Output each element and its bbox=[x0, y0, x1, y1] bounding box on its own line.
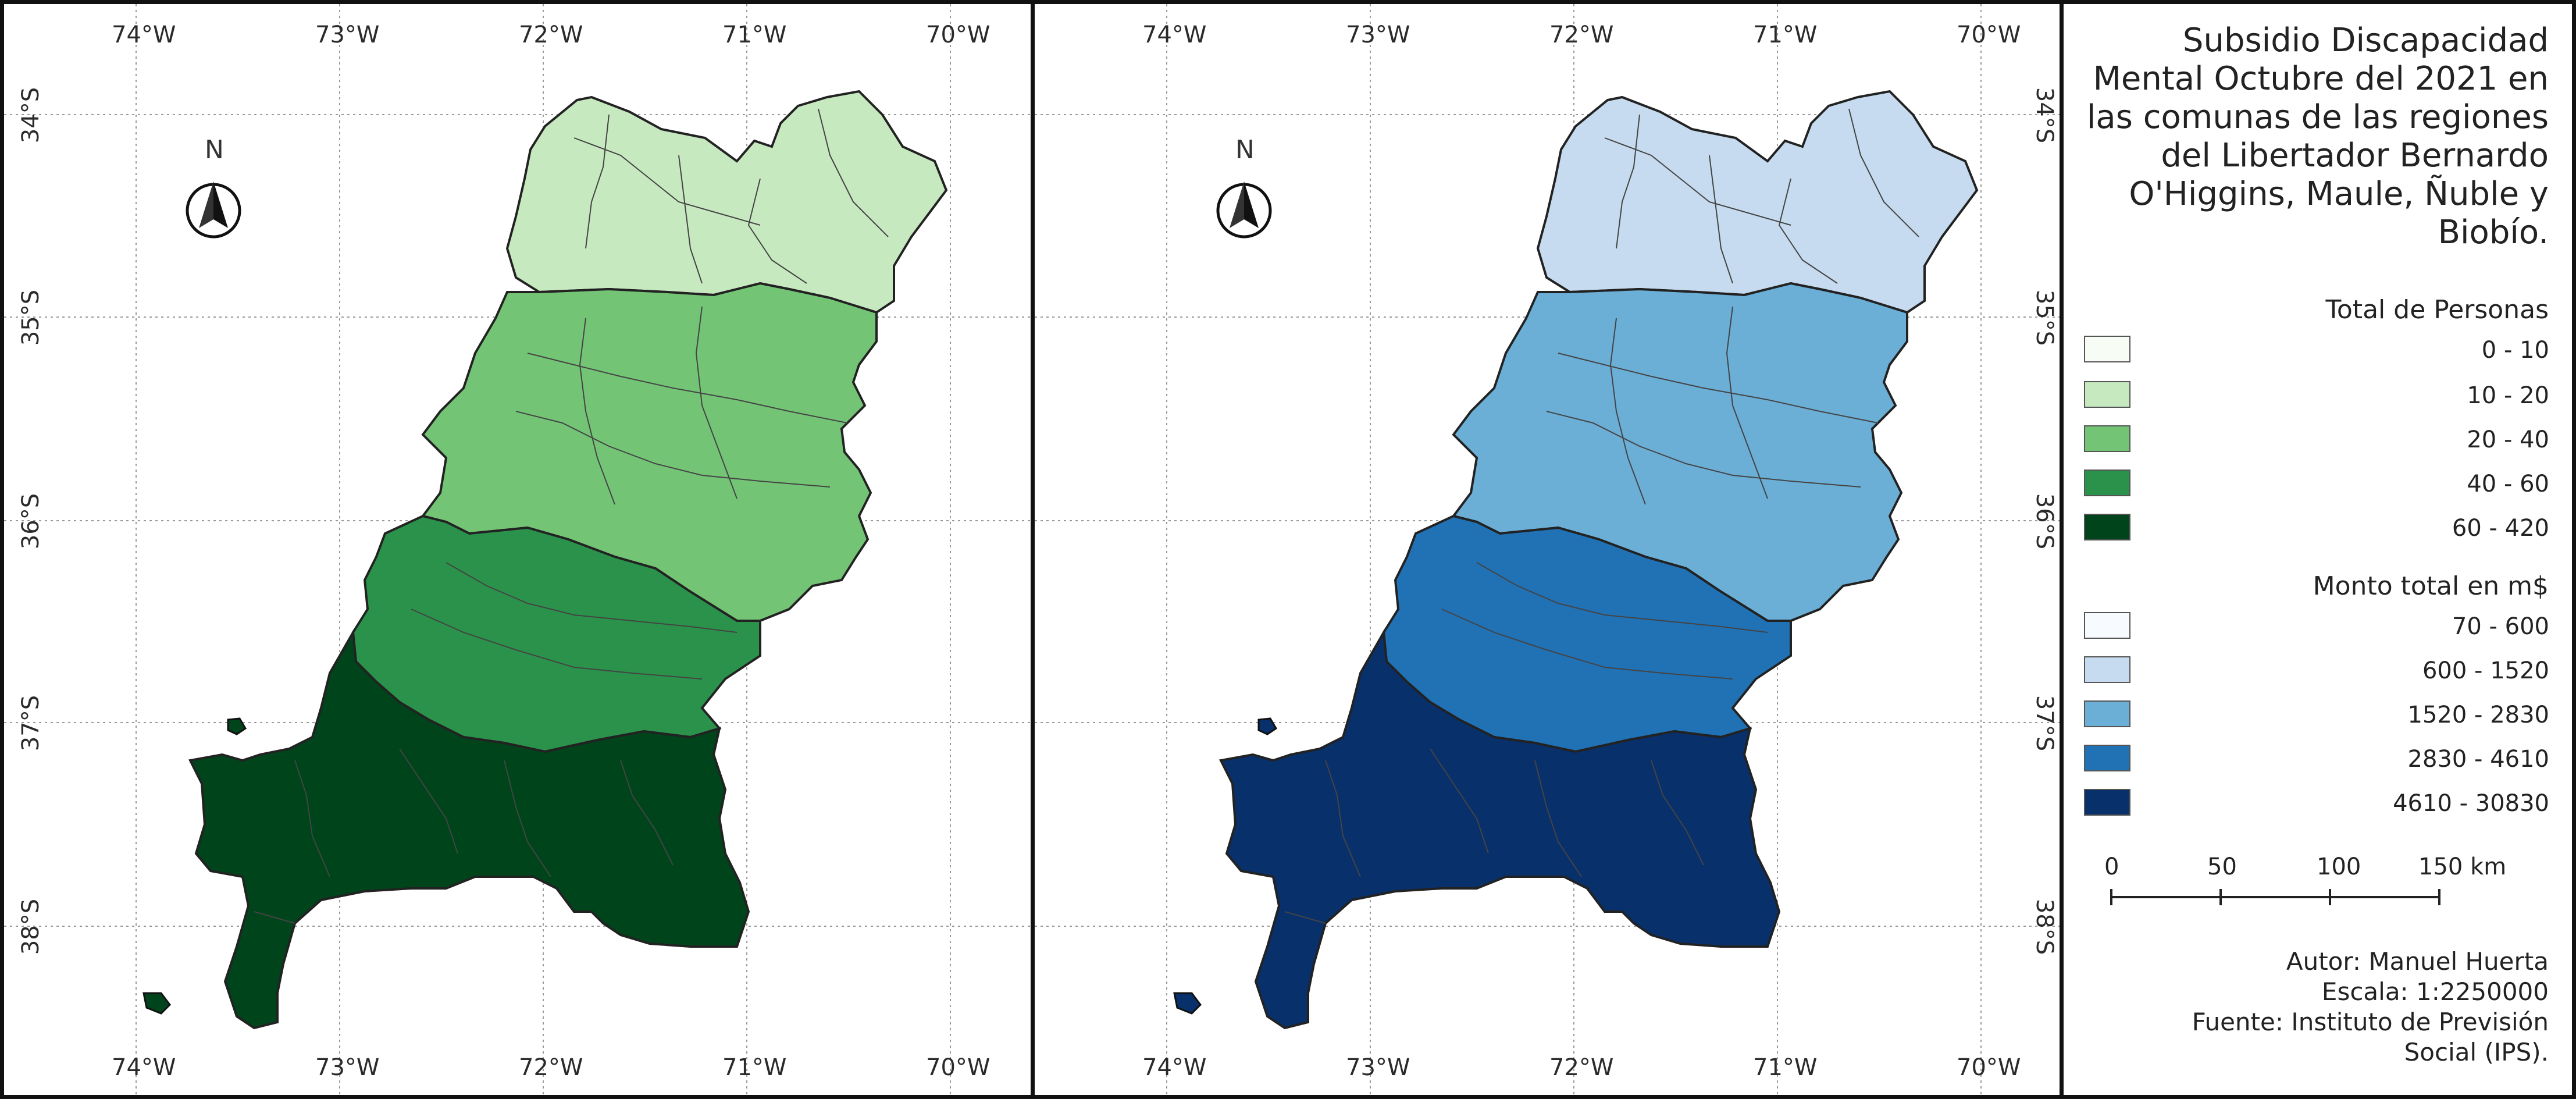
legend-item: 2830 - 4610 bbox=[2084, 745, 2549, 774]
legend-value: 2830 - 4610 bbox=[2407, 746, 2549, 773]
legend-value: 20 - 40 bbox=[2467, 426, 2549, 453]
panel-separator bbox=[1031, 0, 1035, 1099]
lon-label: 71°W bbox=[1753, 1054, 1818, 1081]
lon-label: 70°W bbox=[926, 22, 991, 48]
commune-borders bbox=[254, 108, 889, 924]
lon-label: 72°W bbox=[519, 22, 583, 48]
legend-value: 10 - 20 bbox=[2467, 382, 2549, 409]
commune-borders bbox=[1284, 108, 1919, 924]
left-map bbox=[4, 4, 1031, 1095]
legend-swatch bbox=[2084, 470, 2130, 496]
region-biobio bbox=[1219, 628, 1781, 1030]
credit-scale: Escala: 1:2250000 bbox=[2321, 977, 2549, 1006]
lon-label: 72°W bbox=[519, 1054, 583, 1081]
lon-label: 73°W bbox=[315, 22, 380, 48]
right-map bbox=[1035, 4, 2060, 1095]
lon-label: 71°W bbox=[1753, 22, 1818, 48]
legend-swatch bbox=[2084, 789, 2130, 816]
legend-item: 60 - 420 bbox=[2084, 514, 2549, 543]
lat-label: 38°S bbox=[17, 898, 45, 955]
lat-label: 36°S bbox=[2031, 493, 2058, 550]
scale-label: 150 km bbox=[2418, 853, 2507, 880]
legend-item: 70 - 600 bbox=[2084, 612, 2549, 641]
lat-label: 35°S bbox=[17, 289, 45, 346]
legend-swatch bbox=[2084, 745, 2130, 771]
north-arrow-icon bbox=[186, 182, 241, 239]
legend-swatch bbox=[2084, 656, 2130, 683]
legend-value: 600 - 1520 bbox=[2422, 657, 2549, 684]
legend-value: 1520 - 2830 bbox=[2407, 702, 2549, 728]
legend-swatch bbox=[2084, 612, 2130, 639]
map-credits: Autor: Manuel Huerta Escala: 1:2250000 F… bbox=[2083, 947, 2549, 1068]
legend-item: 1520 - 2830 bbox=[2084, 700, 2549, 730]
legend-heading-monto: Monto total en m$ bbox=[2313, 571, 2549, 601]
legend-heading-personas: Total de Personas bbox=[2325, 295, 2549, 325]
legend-panel: Subsidio Discapacidad Mental Octubre del… bbox=[2064, 4, 2572, 1095]
lat-label: 37°S bbox=[2031, 695, 2058, 752]
lon-label: 74°W bbox=[112, 1054, 176, 1081]
legend-item: 40 - 60 bbox=[2084, 470, 2549, 499]
lon-label: 70°W bbox=[1957, 1054, 2021, 1081]
region-ohiggins bbox=[505, 90, 948, 314]
legend-swatch bbox=[2084, 381, 2130, 408]
lat-label: 34°S bbox=[17, 87, 45, 144]
right-map-panel: N 74°W 73°W 72°W 71°W 70°W 74°W 73°W 72°… bbox=[1035, 4, 2060, 1095]
scale-bar bbox=[2110, 889, 2440, 905]
region-shapes bbox=[188, 90, 948, 1030]
legend-swatch bbox=[2084, 425, 2130, 452]
lon-label: 71°W bbox=[722, 1054, 787, 1081]
islands bbox=[1173, 717, 1278, 1015]
lon-label: 73°W bbox=[1346, 22, 1410, 48]
legend-swatch bbox=[2084, 700, 2130, 727]
lat-label: 36°S bbox=[17, 493, 45, 550]
lat-label: 37°S bbox=[17, 695, 45, 752]
lon-label: 71°W bbox=[722, 22, 787, 48]
north-label: N bbox=[1235, 135, 1255, 165]
legend-item: 0 - 10 bbox=[2084, 336, 2549, 365]
region-biobio bbox=[188, 628, 750, 1030]
region-maule bbox=[421, 282, 878, 622]
left-map-panel: N 74°W 73°W 72°W 71°W 70°W 74°W 73°W 72°… bbox=[4, 4, 1031, 1095]
lon-label: 70°W bbox=[926, 1054, 991, 1081]
legend-item: 20 - 40 bbox=[2084, 425, 2549, 454]
legend-item: 10 - 20 bbox=[2084, 381, 2549, 410]
credit-source: Fuente: Instituto de Previsión bbox=[2192, 1008, 2549, 1036]
legend-item: 600 - 1520 bbox=[2084, 656, 2549, 685]
north-arrow-icon bbox=[1216, 182, 1272, 239]
lon-label: 74°W bbox=[1142, 22, 1207, 48]
panel-separator bbox=[2060, 0, 2064, 1099]
region-maule bbox=[1451, 282, 1908, 622]
region-ohiggins bbox=[1536, 90, 1979, 314]
map-title: Subsidio Discapacidad Mental Octubre del… bbox=[2086, 22, 2549, 251]
scale-label: 100 bbox=[2317, 853, 2361, 880]
legend-value: 4610 - 30830 bbox=[2393, 790, 2549, 817]
legend-item: 4610 - 30830 bbox=[2084, 789, 2549, 818]
scale-label: 0 bbox=[2104, 853, 2119, 880]
islands bbox=[142, 717, 247, 1015]
lon-label: 70°W bbox=[1957, 22, 2021, 48]
lon-label: 72°W bbox=[1549, 22, 1614, 48]
legend-swatch bbox=[2084, 514, 2130, 540]
legend-value: 70 - 600 bbox=[2452, 613, 2549, 640]
lon-label: 74°W bbox=[1142, 1054, 1207, 1081]
lon-label: 74°W bbox=[112, 22, 176, 48]
lat-label: 35°S bbox=[2031, 289, 2058, 346]
scale-label: 50 bbox=[2207, 853, 2237, 880]
lon-label: 73°W bbox=[315, 1054, 380, 1081]
region-shapes bbox=[1219, 90, 1979, 1030]
lat-label: 34°S bbox=[2031, 87, 2058, 144]
legend-value: 0 - 10 bbox=[2481, 337, 2549, 364]
credit-source-cont: Social (IPS). bbox=[2404, 1038, 2549, 1066]
lon-label: 73°W bbox=[1346, 1054, 1410, 1081]
credit-author: Autor: Manuel Huerta bbox=[2286, 947, 2549, 976]
lat-label: 38°S bbox=[2031, 898, 2058, 955]
legend-value: 40 - 60 bbox=[2467, 471, 2549, 497]
legend-value: 60 - 420 bbox=[2452, 515, 2549, 542]
legend-swatch bbox=[2084, 336, 2130, 362]
lon-label: 72°W bbox=[1549, 1054, 1614, 1081]
north-label: N bbox=[205, 135, 224, 165]
